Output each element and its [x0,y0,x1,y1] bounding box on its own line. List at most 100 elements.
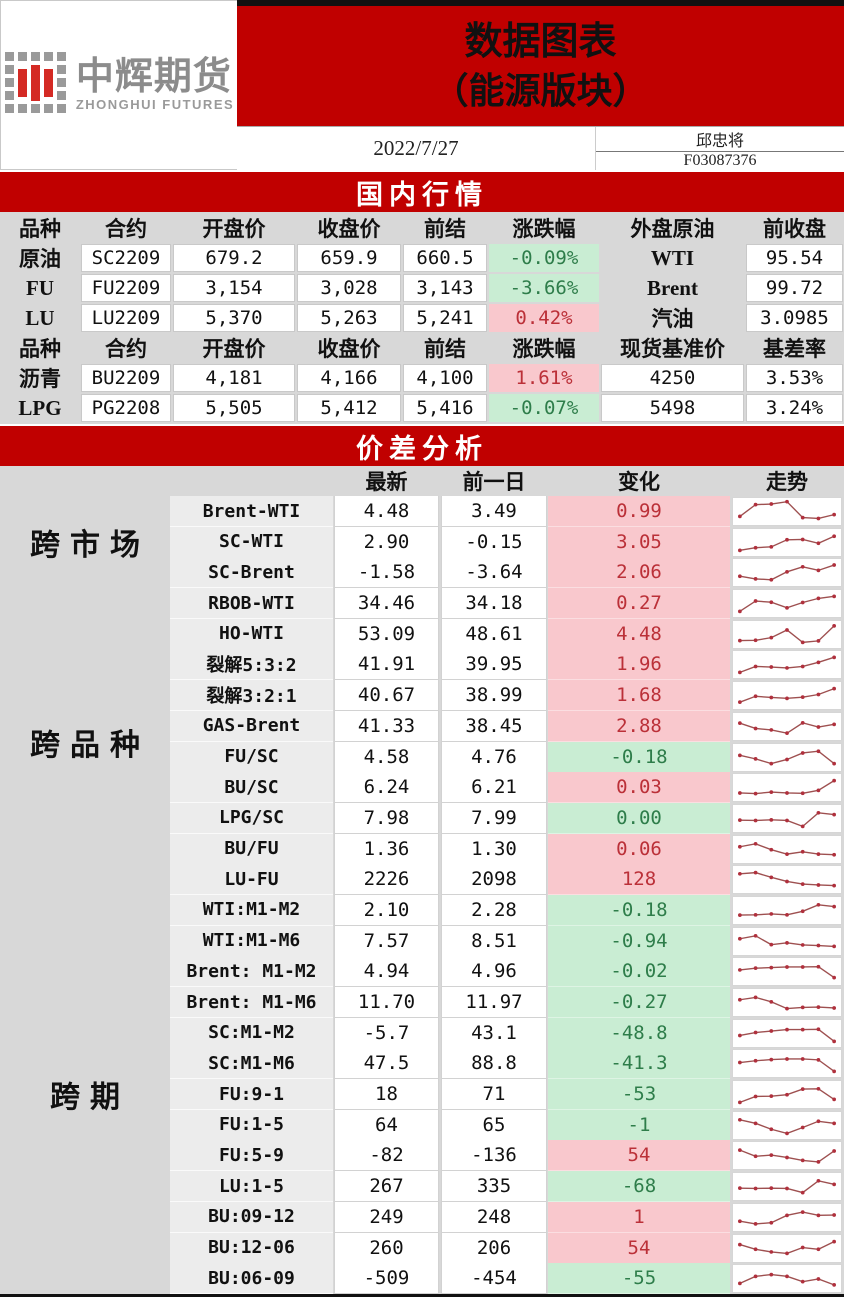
cell-reference-value: 3.0985 [746,304,843,332]
column-header: 前结 [424,217,466,241]
cell-change-pct: -3.66% [489,274,599,302]
cell-latest: 18 [334,1079,439,1111]
column-header: 合约 [105,337,147,361]
cell-latest: -509 [334,1263,439,1295]
sparkline [732,1049,842,1079]
sparkline [732,711,842,741]
cell-close: 4,166 [297,364,401,392]
spread-row: FU:9-1 18 71 -53 [170,1079,844,1111]
cell-change: -0.18 [548,894,730,926]
cell-latest: 41.33 [334,710,439,742]
cell-prev-day: 248 [441,1201,547,1233]
sparkline [732,1110,842,1140]
cell-latest: 6.24 [334,772,439,804]
section-banner-domestic: 国内行情 [0,170,844,212]
col-header-change: 变化 [618,470,660,494]
table-row: LU LU2209 5,370 5,263 5,241 0.42% 汽油 3.0985 [0,303,844,333]
cell-prev-day: 4.96 [441,956,547,988]
cell-latest: 34.46 [334,588,439,620]
spread-row: LU-FU 2226 2098 128 [170,864,844,896]
sparkline [732,957,842,987]
spread-row: GAS-Brent 41.33 38.45 2.88 [170,710,844,742]
sparkline [732,1233,842,1263]
cell-spread-name: SC-WTI [170,526,333,558]
cell-latest: 47.5 [334,1048,439,1080]
cell-latest: 2226 [334,864,439,896]
column-header: 收盘价 [317,217,381,241]
group-label-text: 跨市场 [30,529,150,563]
column-header: 前收盘 [763,217,826,241]
report-title-line1: 数据图表 [464,21,617,63]
spread-row: FU/SC 4.58 4.76 -0.18 [170,741,844,773]
cell-change-pct: 0.42% [489,304,599,332]
column-header: 品种 [19,337,61,361]
cell-prev-day: -454 [441,1263,547,1295]
cell-change: -53 [548,1079,730,1111]
cell-prev-day: 3.49 [441,496,547,527]
cell-latest: -1.58 [334,557,439,589]
cell-prev-day: 38.45 [441,710,547,742]
cell-spread-name: GAS-Brent [170,710,333,742]
cell-change: -41.3 [548,1048,730,1080]
cell-reference-label: WTI [650,245,695,270]
cell-prev-day: 43.1 [441,1017,547,1049]
cell-latest: -82 [334,1140,439,1172]
spread-row: FU:1-5 64 65 -1 [170,1109,844,1141]
cell-spread-name: 裂解3:2:1 [170,680,333,712]
cell-latest: 1.36 [334,833,439,865]
column-header: 开盘价 [202,217,266,241]
cell-prev-settle: 3,143 [403,274,487,302]
cell-latest: 53.09 [334,618,439,650]
analyst-id: F03087376 [683,152,757,169]
column-header: 品种 [19,217,61,241]
cell-spread-name: WTI:M1-M2 [170,894,333,926]
cell-spread-name: SC:M1-M6 [170,1048,333,1080]
cell-open: 5,505 [173,394,295,422]
cell-latest: -5.7 [334,1017,439,1049]
sparkline [732,681,842,711]
cell-prev-day: 4.76 [441,741,547,773]
spread-row: BU:09-12 249 248 1 [170,1201,844,1233]
cell-reference-label: 汽油 [651,307,694,331]
cell-change: 3.05 [548,526,730,558]
spread-row: 裂解5:3:2 41.91 39.95 1.96 [170,649,844,681]
cell-prev-day: 71 [441,1079,547,1111]
group-label: 跨市场 [0,496,170,588]
cell-latest: 4.48 [334,496,439,527]
cell-change: 4.48 [548,618,730,650]
spread-row: SC:M1-M2 -5.7 43.1 -48.8 [170,1017,844,1049]
domestic-header-row: 品种 合约 开盘价 收盘价 前结 涨跌幅 现货基准价 基差率 [0,333,844,363]
cell-reference-value: 3.53% [746,364,843,392]
cell-prev-day: 38.99 [441,680,547,712]
cell-latest: 40.67 [334,680,439,712]
sparkline [732,497,842,526]
cell-open: 3,154 [173,274,295,302]
cell-change-pct: -0.09% [489,244,599,272]
sparkline [732,834,842,864]
cell-latest: 7.57 [334,925,439,957]
spread-row: WTI:M1-M2 2.10 2.28 -0.18 [170,894,844,926]
cell-change: -0.27 [548,987,730,1018]
spread-table-header: 最新 前一日 变化 走势 [0,466,844,496]
cell-spread-name: BU/FU [170,833,333,865]
cell-change: 0.99 [548,496,730,527]
cell-spread-name: FU:9-1 [170,1079,333,1111]
cell-reference-value: 95.54 [746,244,843,272]
cell-spread-name: Brent-WTI [170,496,333,527]
spread-row: WTI:M1-M6 7.57 8.51 -0.94 [170,925,844,957]
cell-change: -55 [548,1263,730,1295]
cell-change: 0.27 [548,588,730,620]
logo-grid-icon [4,51,68,120]
cell-prev-day: 48.61 [441,618,547,650]
cell-prev-day: 65 [441,1109,547,1141]
spread-row: BU:12-06 260 206 54 [170,1232,844,1264]
cell-variety: 沥青 [19,367,61,391]
cell-open: 5,370 [173,304,295,332]
table-row: 原油 SC2209 679.2 659.9 660.5 -0.09% WTI 95.54 [0,243,844,273]
column-header: 现货基准价 [620,337,725,361]
sparkline [732,742,842,772]
cell-latest: 2.10 [334,894,439,926]
cell-prev-settle: 5,241 [403,304,487,332]
cell-change: 1 [548,1201,730,1233]
spread-row: SC:M1-M6 47.5 88.8 -41.3 [170,1048,844,1080]
